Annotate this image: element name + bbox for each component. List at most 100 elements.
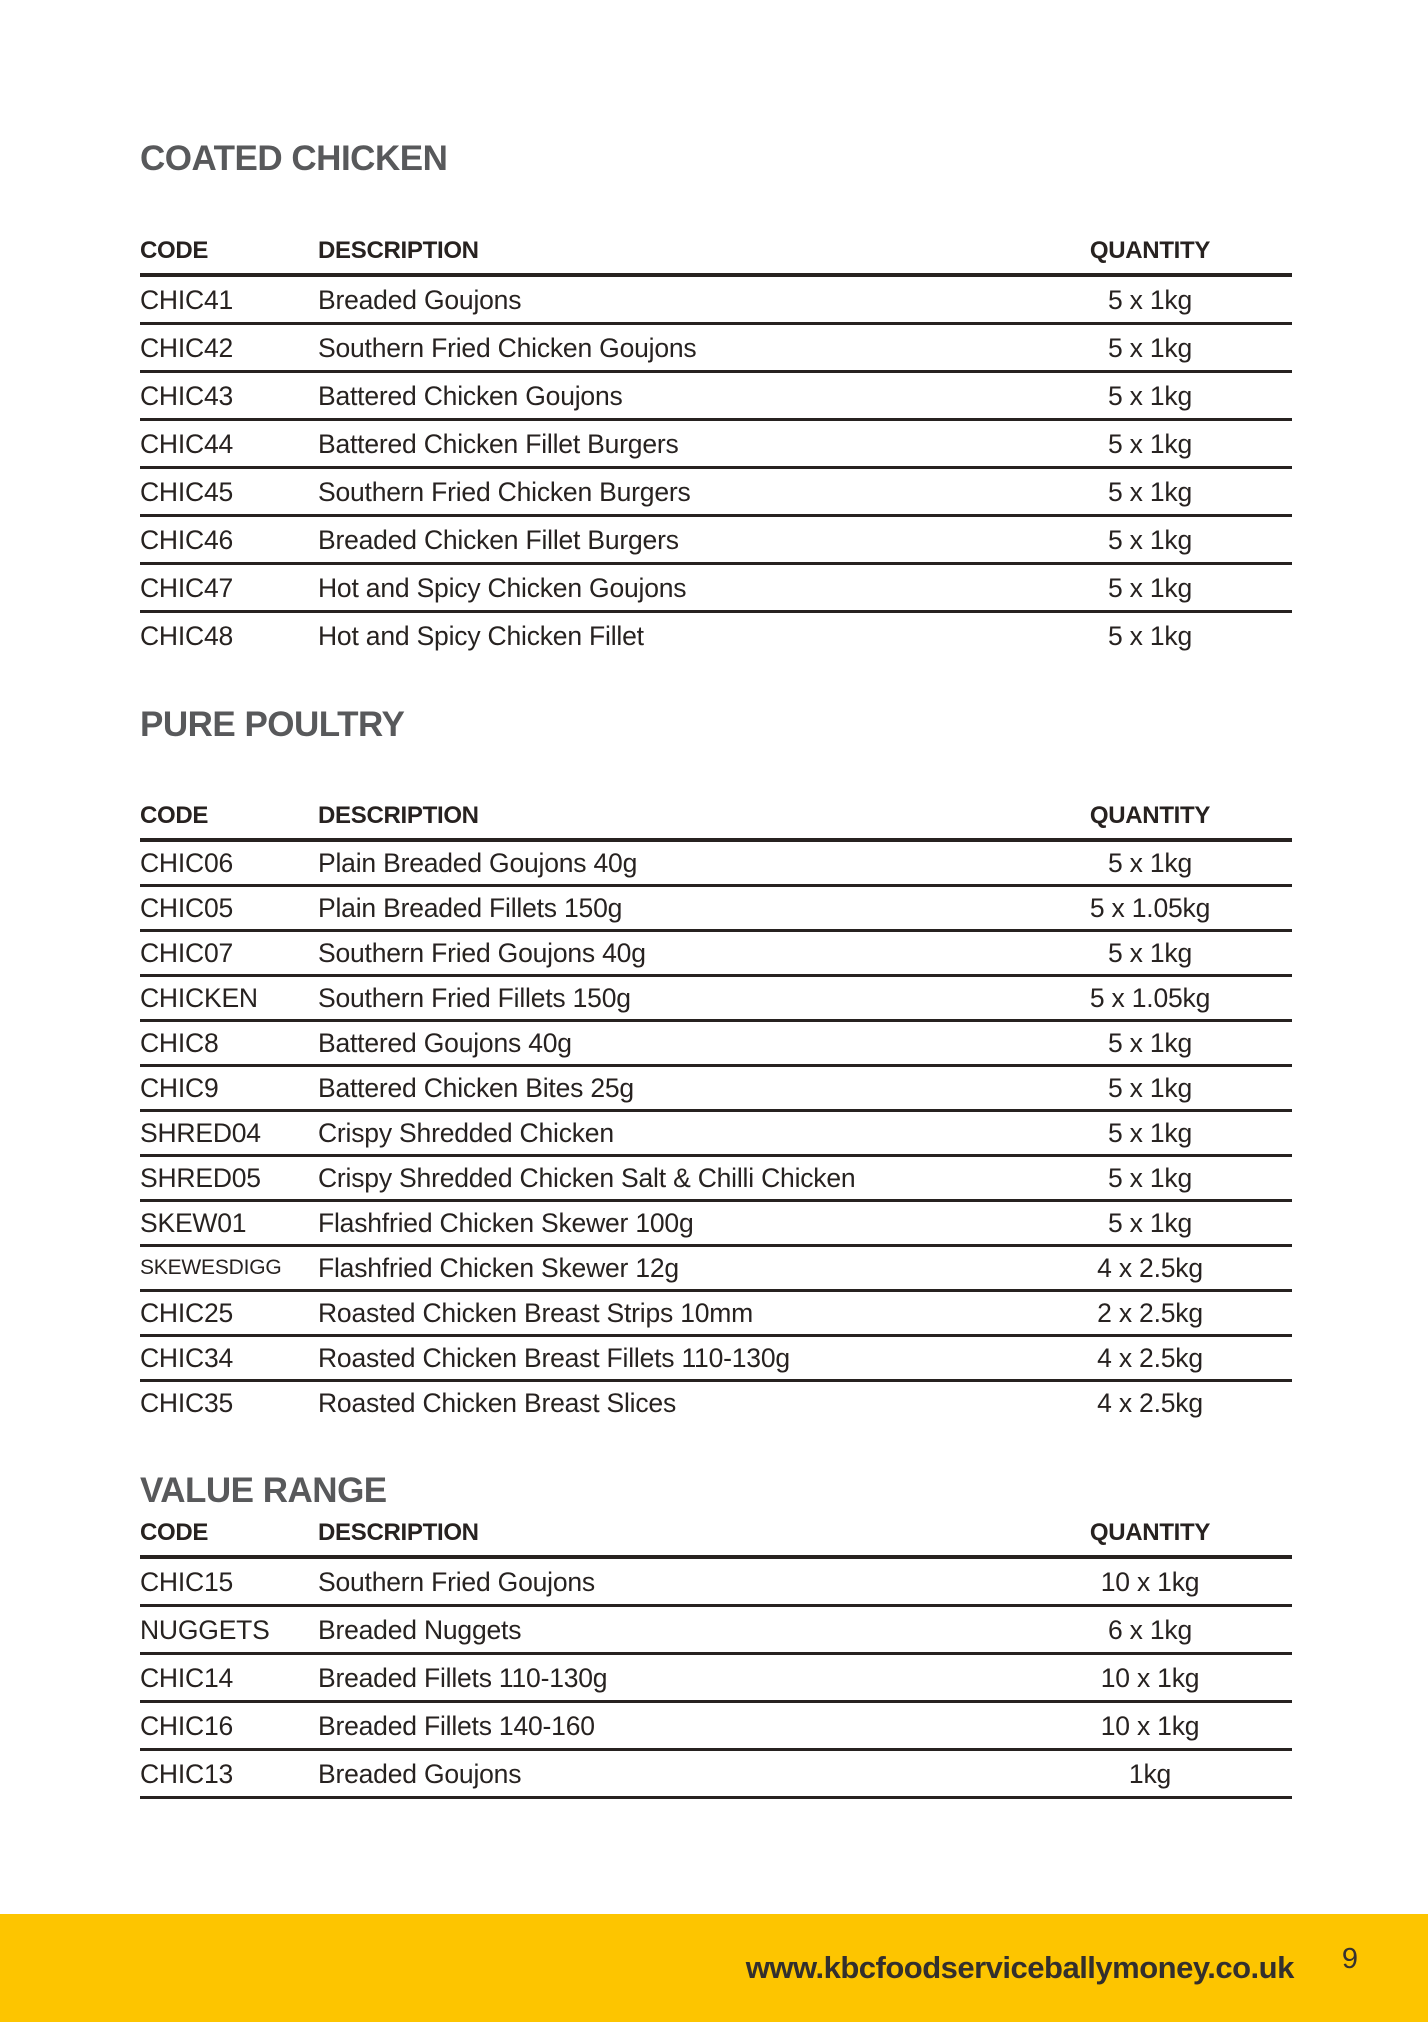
cell-quantity: 2 x 2.5kg bbox=[1008, 1290, 1292, 1337]
cell-description: Breaded Chicken Fillet Burgers bbox=[318, 515, 1008, 565]
table-row: CHIC07 Southern Fried Goujons 40g 5 x 1kg bbox=[140, 930, 1292, 977]
cell-code: CHIC13 bbox=[140, 1749, 318, 1799]
cell-description: Breaded Goujons bbox=[318, 1749, 1008, 1799]
cell-code: CHIC25 bbox=[140, 1290, 318, 1337]
table-row: CHIC8 Battered Goujons 40g 5 x 1kg bbox=[140, 1020, 1292, 1067]
cell-quantity: 5 x 1kg bbox=[1008, 419, 1292, 469]
cell-code: SKEWESDIGG bbox=[140, 1245, 318, 1292]
cell-quantity: 5 x 1kg bbox=[1008, 563, 1292, 613]
product-table-value-range: CODE DESCRIPTION QUANTITY CHIC15 Southern… bbox=[140, 1518, 1292, 1799]
cell-description: Southern Fried Chicken Burgers bbox=[318, 467, 1008, 517]
cell-code: CHIC16 bbox=[140, 1701, 318, 1751]
cell-code: CHIC41 bbox=[140, 274, 318, 325]
cell-description: Southern Fried Chicken Goujons bbox=[318, 323, 1008, 373]
cell-code: CHIC05 bbox=[140, 885, 318, 932]
cell-quantity: 5 x 1kg bbox=[1008, 930, 1292, 977]
cell-description: Breaded Fillets 110-130g bbox=[318, 1653, 1008, 1703]
cell-quantity: 5 x 1kg bbox=[1008, 274, 1292, 325]
cell-description: Roasted Chicken Breast Strips 10mm bbox=[318, 1290, 1008, 1337]
cell-quantity: 4 x 2.5kg bbox=[1097, 1388, 1203, 1418]
cell-description: Breaded Nuggets bbox=[318, 1605, 1008, 1655]
table-row: CHIC14 Breaded Fillets 110-130g 10 x 1kg bbox=[140, 1653, 1292, 1703]
cell-code: CHIC44 bbox=[140, 419, 318, 469]
table-row: CHIC34 Roasted Chicken Breast Fillets 110… bbox=[140, 1335, 1292, 1382]
section-title-value-range: VALUE RANGE bbox=[140, 1471, 387, 1510]
cell-quantity: 5 x 1kg bbox=[1107, 620, 1193, 651]
cell-quantity: 5 x 1kg bbox=[1008, 467, 1292, 517]
cell-quantity: 10 x 1kg bbox=[1008, 1653, 1292, 1703]
cell-quantity: 5 x 1kg bbox=[1008, 1155, 1292, 1202]
table-row: NUGGETS Breaded Nuggets 6 x 1kg bbox=[140, 1605, 1292, 1655]
table-row: CHIC44 Battered Chicken Fillet Burgers 5 x… bbox=[140, 419, 1292, 469]
table-row: CHIC42 Southern Fried Chicken Goujons 5 x … bbox=[140, 323, 1292, 373]
column-header-code: CODE bbox=[140, 1518, 318, 1559]
cell-code: CHIC07 bbox=[140, 930, 318, 977]
cell-quantity: 10 x 1kg bbox=[1008, 1701, 1292, 1751]
table-row: CHIC48 Hot and Spicy Chicken Fillet 5 x 1k… bbox=[140, 611, 1292, 658]
column-header-quantity: QUANTITY bbox=[1008, 802, 1292, 842]
cell-code: CHIC45 bbox=[140, 467, 318, 517]
table-row: CHIC45 Southern Fried Chicken Burgers 5 x … bbox=[140, 467, 1292, 517]
cell-code: SKEW01 bbox=[140, 1200, 318, 1247]
column-header-description: DESCRIPTION bbox=[318, 236, 1008, 277]
table-header-row: CODE DESCRIPTION QUANTITY bbox=[140, 236, 1292, 277]
cell-quantity: 5 x 1kg bbox=[1008, 371, 1292, 421]
cell-description: Flashfried Chicken Skewer 12g bbox=[318, 1245, 1008, 1292]
table-row: CHIC35 Roasted Chicken Breast Slices 4 x 2… bbox=[140, 1381, 1292, 1425]
table-row: SHRED04 Crispy Shredded Chicken 5 x 1kg bbox=[140, 1110, 1292, 1157]
product-table-pure-poultry: CODE DESCRIPTION QUANTITY CHIC06 Plain Br… bbox=[140, 802, 1292, 1424]
cell-description: Roasted Chicken Breast Slices bbox=[318, 1388, 677, 1418]
cell-description: Hot and Spicy Chicken Goujons bbox=[318, 563, 1008, 613]
cell-code: SHRED04 bbox=[140, 1110, 318, 1157]
cell-code: CHIC9 bbox=[140, 1065, 318, 1112]
table-row: CHIC41 Breaded Goujons 5 x 1kg bbox=[140, 274, 1292, 325]
table-row: CHIC47 Hot and Spicy Chicken Goujons 5 x 1… bbox=[140, 563, 1292, 613]
cell-code: CHIC43 bbox=[140, 371, 318, 421]
column-header-description: DESCRIPTION bbox=[318, 1518, 1008, 1559]
cell-code: CHIC42 bbox=[140, 323, 318, 373]
cell-code: CHIC8 bbox=[140, 1020, 318, 1067]
cell-description: Breaded Goujons bbox=[318, 274, 1008, 325]
cell-code: CHIC34 bbox=[140, 1335, 318, 1382]
table-row: CHIC15 Southern Fried Goujons 10 x 1kg bbox=[140, 1556, 1292, 1607]
cell-quantity: 5 x 1kg bbox=[1008, 1200, 1292, 1247]
cell-description: Roasted Chicken Breast Fillets 110-130g bbox=[318, 1335, 1008, 1382]
column-header-description: DESCRIPTION bbox=[318, 802, 1008, 842]
cell-code: CHIC46 bbox=[140, 515, 318, 565]
table-header-row: CODE DESCRIPTION QUANTITY bbox=[140, 802, 1292, 842]
cell-code: CHIC47 bbox=[140, 563, 318, 613]
cell-description: Southern Fried Goujons bbox=[318, 1556, 1008, 1607]
table-row: CHICKEN Southern Fried Fillets 150g 5 x 1.… bbox=[140, 975, 1292, 1022]
cell-description: Southern Fried Fillets 150g bbox=[318, 975, 1008, 1022]
footer-website-url[interactable]: www.kbcfoodserviceballymoney.co.uk bbox=[745, 1950, 1295, 1985]
column-header-code: CODE bbox=[140, 236, 318, 277]
cell-code: CHICKEN bbox=[140, 975, 318, 1022]
cell-quantity: 5 x 1kg bbox=[1008, 1110, 1292, 1157]
cell-quantity: 4 x 2.5kg bbox=[1008, 1245, 1292, 1292]
cell-code: SHRED05 bbox=[140, 1155, 318, 1202]
column-header-quantity: QUANTITY bbox=[1008, 236, 1292, 277]
table-row: CHIC16 Breaded Fillets 140-160 10 x 1kg bbox=[140, 1701, 1292, 1751]
cell-description: Southern Fried Goujons 40g bbox=[318, 930, 1008, 977]
section-title-coated-chicken: COATED CHICKEN bbox=[140, 139, 448, 178]
cell-quantity: 5 x 1.05kg bbox=[1008, 885, 1292, 932]
cell-code: NUGGETS bbox=[140, 1605, 318, 1655]
column-header-code: CODE bbox=[140, 802, 318, 842]
cell-quantity: 1kg bbox=[1008, 1749, 1292, 1799]
table-header-row: CODE DESCRIPTION QUANTITY bbox=[140, 1518, 1292, 1559]
cell-code: CHIC35 bbox=[140, 1388, 234, 1418]
table-row: CHIC13 Breaded Goujons 1kg bbox=[140, 1749, 1292, 1799]
table-row: CHIC25 Roasted Chicken Breast Strips 10mm… bbox=[140, 1290, 1292, 1337]
table-row: CHIC9 Battered Chicken Bites 25g 5 x 1kg bbox=[140, 1065, 1292, 1112]
cell-quantity: 5 x 1.05kg bbox=[1008, 975, 1292, 1022]
cell-quantity: 4 x 2.5kg bbox=[1008, 1335, 1292, 1382]
cell-description: Plain Breaded Goujons 40g bbox=[318, 840, 1008, 887]
cell-quantity: 5 x 1kg bbox=[1008, 840, 1292, 887]
cell-description: Breaded Fillets 140-160 bbox=[318, 1701, 1008, 1751]
cell-quantity: 10 x 1kg bbox=[1008, 1556, 1292, 1607]
cell-description: Battered Chicken Bites 25g bbox=[318, 1065, 1008, 1112]
cell-quantity: 5 x 1kg bbox=[1008, 323, 1292, 373]
cell-quantity: 5 x 1kg bbox=[1008, 1065, 1292, 1112]
cell-code: CHIC15 bbox=[140, 1556, 318, 1607]
